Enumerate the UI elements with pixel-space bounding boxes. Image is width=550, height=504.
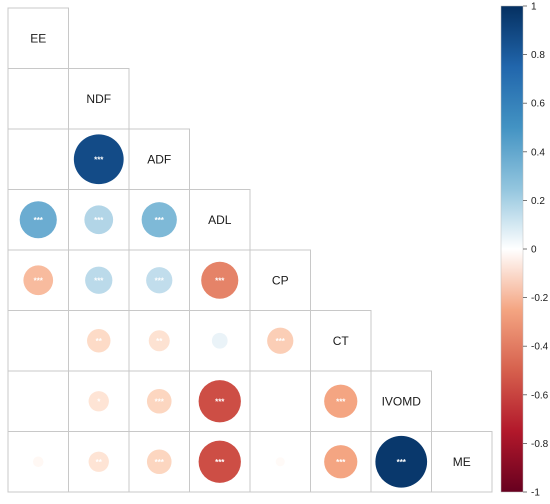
significance-label-ME-IVOMD: ***	[397, 458, 407, 467]
significance-label-CT-CP: ***	[276, 337, 286, 346]
correlation-circle-ME-IVOMD	[375, 435, 428, 488]
correlation-circle-IVOMD-ADL	[198, 380, 241, 423]
significance-label-CT-NDF: **	[96, 337, 103, 346]
variable-label-ME: ME	[453, 455, 471, 469]
significance-label-CP-ADF: ***	[155, 276, 165, 285]
correlation-circle-CT-ADF	[148, 330, 170, 352]
significance-label-ME-NDF: **	[96, 458, 103, 467]
correlation-circle-CP-EE	[23, 265, 54, 296]
correlation-circle-NDF-EE	[37, 97, 40, 100]
colorbar-tick-label: 0.8	[531, 50, 545, 61]
correlation-circle-CP-ADF	[146, 267, 173, 294]
significance-label-IVOMD-CT: ***	[336, 397, 346, 406]
variable-label-EE: EE	[30, 31, 46, 45]
colorbar-tick-label: 0.4	[531, 147, 545, 158]
cell-ADL-ADL	[189, 189, 251, 251]
correlation-circle-ADF-NDF	[73, 134, 124, 185]
cell-CP-CP	[249, 249, 311, 311]
correlation-circle-ADF-EE	[37, 158, 40, 161]
significance-label-ME-ADF: ***	[155, 458, 165, 467]
color-legend: 1 0.8 0.6 0.4 0.2 0 -0.2 -0.4 -0.6 -0.8 -1	[500, 2, 549, 499]
correlation-circle-CT-ADL	[211, 332, 228, 349]
correlation-circle-IVOMD-ADF	[146, 388, 172, 414]
colorbar-tick-label: -0.8	[531, 439, 549, 450]
significance-label-IVOMD-ADL: ***	[215, 397, 225, 406]
colorbar-tick-label: 0.2	[531, 196, 545, 207]
cell-NDF-NDF	[68, 68, 130, 130]
significance-label-CP-ADL: ***	[215, 276, 225, 285]
correlation-circle-ADL-ADF	[141, 202, 177, 238]
correlation-circle-IVOMD-CP	[279, 400, 282, 403]
correlation-circle-ME-ADF	[146, 449, 172, 475]
colorbar-tick-label: 0	[531, 245, 537, 256]
cell-CT-CT	[310, 310, 372, 372]
cell-IVOMD-IVOMD	[370, 370, 432, 432]
variable-label-ADF: ADF	[147, 152, 171, 166]
significance-label-IVOMD-NDF: *	[97, 397, 101, 406]
correlation-circle-ME-EE	[33, 456, 44, 467]
colorbar-tick-label: -0.2	[531, 293, 549, 304]
significance-label-ADL-NDF: ***	[94, 216, 104, 225]
colorbar-tick-label: -0.4	[531, 342, 549, 353]
colorbar-tick-label: 0.6	[531, 99, 545, 110]
significance-label-ME-CT: ***	[336, 458, 346, 467]
variable-label-CT: CT	[333, 334, 350, 348]
cell-ME-CT	[310, 431, 372, 493]
correlation-circle-ME-NDF	[88, 451, 109, 472]
cell-ME-ME	[431, 431, 493, 493]
significance-label-CT-ADF: **	[156, 337, 163, 346]
colorbar-tick-label: 1	[531, 2, 537, 13]
colorbar-tick-label: -1	[531, 488, 540, 499]
correlation-circle-ADL-NDF	[84, 205, 114, 235]
significance-label-ADL-EE: ***	[34, 216, 44, 225]
correlation-circle-IVOMD-EE	[37, 400, 40, 403]
variable-label-IVOMD: IVOMD	[382, 394, 422, 408]
correlation-circle-ME-CP	[275, 457, 285, 467]
variable-label-ADL: ADL	[208, 213, 232, 227]
correlation-circle-CP-ADL	[201, 261, 239, 299]
significance-label-ME-ADL: ***	[215, 458, 225, 467]
colorbar-gradient	[500, 5, 524, 493]
correlation-circle-ME-CT	[324, 445, 358, 479]
significance-label-IVOMD-ADF: ***	[155, 397, 165, 406]
correlation-circle-ADL-EE	[19, 201, 57, 239]
significance-label-ADF-NDF: ***	[94, 155, 104, 164]
significance-label-CP-EE: ***	[34, 276, 44, 285]
correlation-circle-IVOMD-NDF	[88, 391, 109, 412]
correlation-circle-ME-ADL	[198, 440, 241, 483]
correlation-circle-CT-NDF	[87, 329, 111, 353]
variable-label-CP: CP	[272, 273, 289, 287]
correlation-circle-CT-CP	[267, 327, 294, 354]
correlation-circle-CP-NDF	[85, 266, 113, 294]
cell-ADF-ADF	[128, 128, 190, 190]
significance-label-ADL-ADF: ***	[155, 216, 165, 225]
variable-label-NDF: NDF	[86, 92, 111, 106]
colorbar-tick-label: -0.6	[531, 390, 549, 401]
correlation-circle-CT-EE	[37, 339, 40, 342]
correlation-circle-IVOMD-CT	[324, 384, 358, 418]
cell-EE-EE	[7, 7, 69, 69]
significance-label-CP-NDF: ***	[94, 276, 104, 285]
